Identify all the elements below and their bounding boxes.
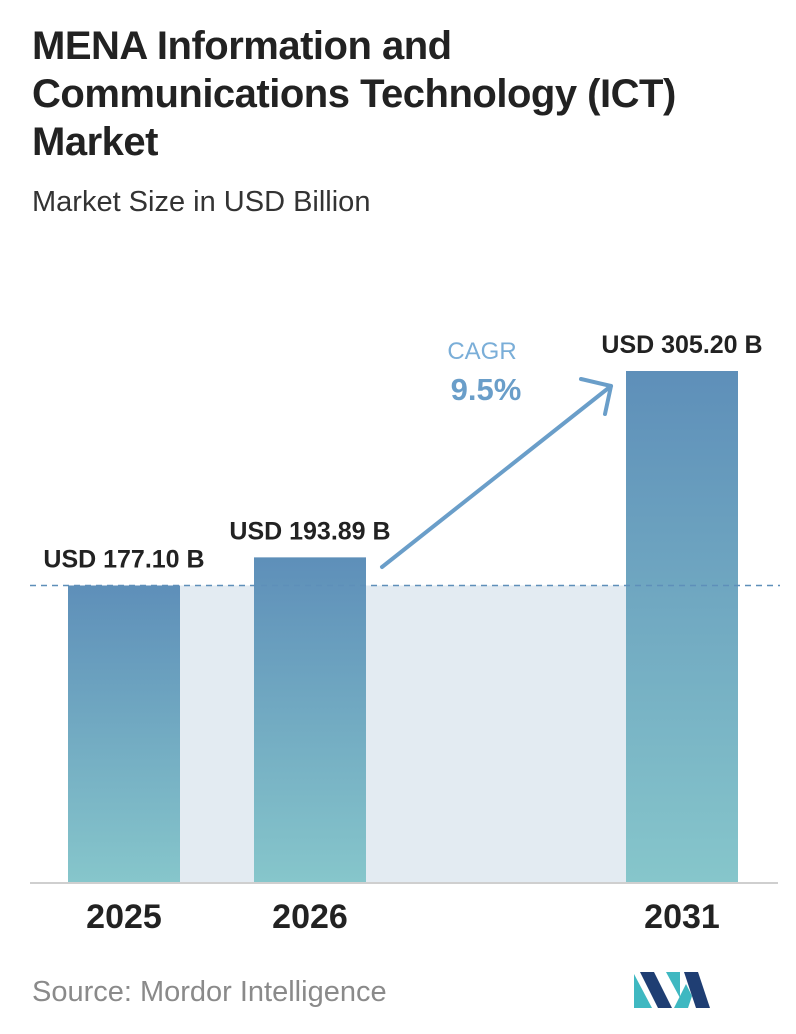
background-band <box>366 585 626 882</box>
x-tick-label-2031: 2031 <box>644 898 720 936</box>
cagr-arrow-head <box>579 377 613 416</box>
bar-2025 <box>68 585 180 882</box>
cagr-value: 9.5% <box>451 372 522 407</box>
bar-chart: USD 177.10 B USD 193.89 B USD 305.20 B 202… <box>30 331 780 936</box>
value-label-2025: USD 177.10 B <box>43 545 204 573</box>
cagr-arrow-shaft <box>380 384 613 569</box>
x-tick-label-2026: 2026 <box>272 898 348 936</box>
value-labels-group: USD 177.10 B USD 193.89 B USD 305.20 B <box>43 331 762 573</box>
cagr-arrow <box>380 377 613 569</box>
bars-group <box>68 371 738 882</box>
x-tick-label-2025: 2025 <box>86 898 162 936</box>
chart-title: MENA Information and Communications Tech… <box>32 24 676 164</box>
mordor-intelligence-logo-icon <box>634 972 710 1008</box>
source-line: Source: Mordor Intelligence <box>32 976 387 1009</box>
background-bands <box>180 585 626 882</box>
value-label-2031: USD 305.20 B <box>601 331 762 359</box>
background-band <box>180 585 254 882</box>
x-tick-labels-group: 2025 2026 2031 <box>86 898 720 936</box>
value-label-2026: USD 193.89 B <box>229 517 390 545</box>
bar-2031 <box>626 371 738 882</box>
chart-subtitle: Market Size in USD Billion <box>32 186 371 218</box>
source-name: Mordor Intelligence <box>139 976 387 1008</box>
bar-2026 <box>254 557 366 882</box>
cagr-label: CAGR <box>447 338 516 365</box>
source-label: Source: <box>32 976 132 1008</box>
